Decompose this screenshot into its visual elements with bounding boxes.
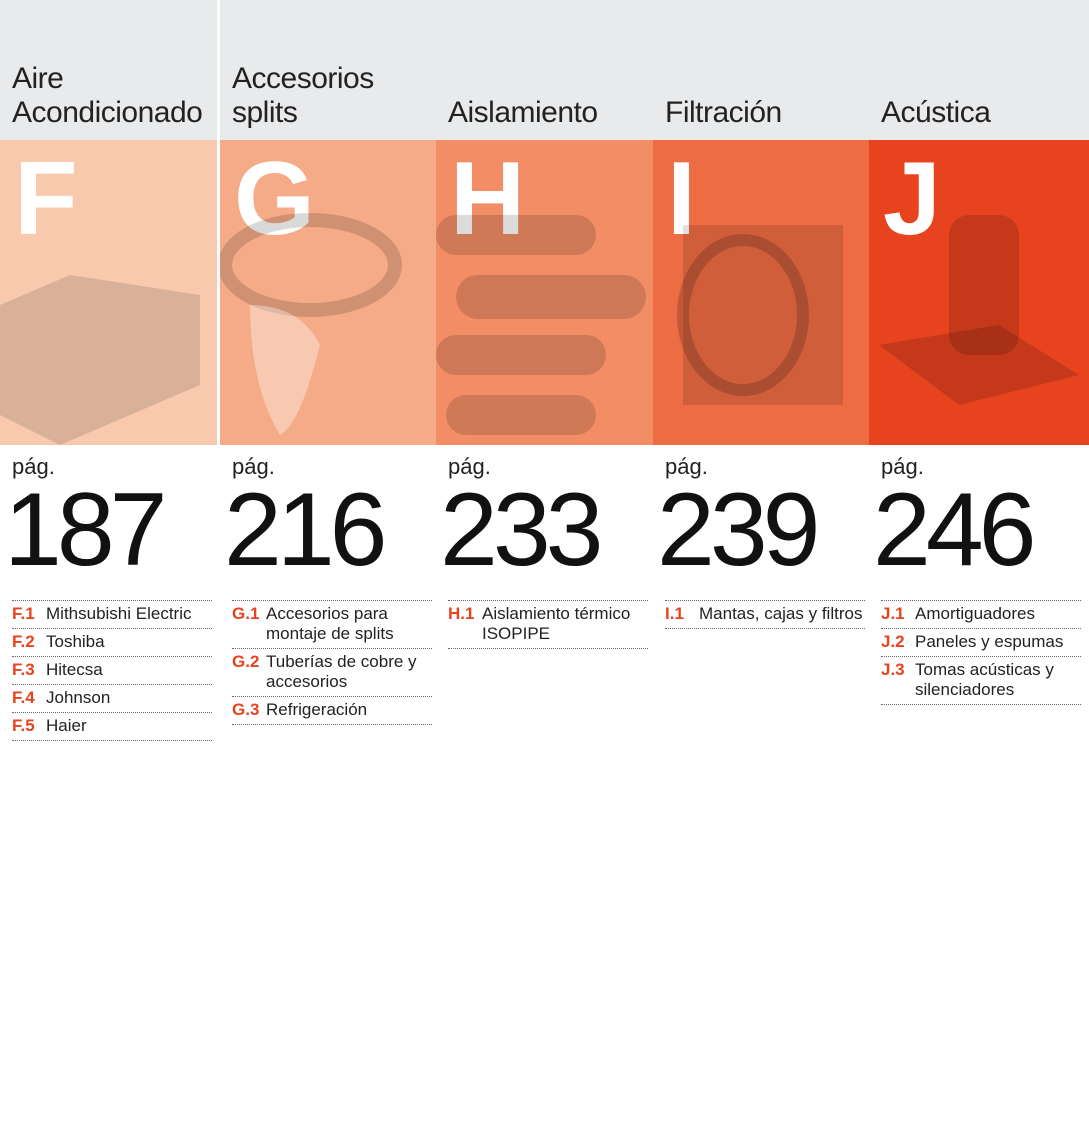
- subsection-text: Amortiguadores: [915, 604, 1035, 624]
- category-panel: J: [869, 140, 1089, 445]
- subsection-code: I.1: [665, 604, 695, 624]
- subsection-text: Accesorios para montaje de splits: [266, 604, 432, 644]
- page-number: 246: [873, 470, 1032, 590]
- subsection-text: Paneles y espumas: [915, 632, 1063, 652]
- subsection-code: F.3: [12, 660, 42, 680]
- product-image: [653, 185, 870, 445]
- page: Aire AcondicionadoFpág.187F.1Mithsubishi…: [0, 0, 1089, 1137]
- subsection-code: H.1: [448, 604, 478, 644]
- header-band: Accesorios splits: [220, 0, 437, 140]
- category-panel: G: [220, 140, 437, 445]
- page-number: 239: [657, 470, 816, 590]
- category-panel: I: [653, 140, 870, 445]
- category-panel: F: [0, 140, 217, 445]
- subsection-code: G.2: [232, 652, 262, 692]
- subsection-code: J.1: [881, 604, 911, 624]
- subsection-code: G.3: [232, 700, 262, 720]
- subsection-code: G.1: [232, 604, 262, 644]
- page-number: 216: [224, 470, 383, 590]
- subsection-code: F.5: [12, 716, 42, 736]
- header-band: Aire Acondicionado: [0, 0, 217, 140]
- product-image: [0, 185, 217, 445]
- page-number: 233: [440, 470, 599, 590]
- subsection-text: Toshiba: [46, 632, 105, 652]
- category-title: Accesorios splits: [232, 62, 374, 130]
- subsection-text: Johnson: [46, 688, 110, 708]
- header-band: Aislamiento: [436, 0, 653, 140]
- subsection-text: Haier: [46, 716, 87, 736]
- product-image: [869, 185, 1086, 445]
- category-title: Filtración: [665, 96, 782, 130]
- subsection-text: Hitecsa: [46, 660, 103, 680]
- category-title: Aire Acondicionado: [12, 62, 202, 130]
- subsection-code: F.2: [12, 632, 42, 652]
- subsection-code: F.1: [12, 604, 42, 624]
- category-panel: H: [436, 140, 653, 445]
- subsection-code: F.4: [12, 688, 42, 708]
- subsection-code: J.3: [881, 660, 911, 700]
- subsection-text: Refrigeración: [266, 700, 367, 720]
- subsection-code: J.2: [881, 632, 911, 652]
- product-image: [436, 185, 653, 445]
- product-image: [220, 185, 437, 445]
- page-number: 187: [4, 470, 163, 590]
- header-band: Acústica: [869, 0, 1089, 140]
- subsection-text: Tomas acústicas y silenciadores: [915, 660, 1081, 700]
- category-title: Acústica: [881, 96, 990, 130]
- header-band: Filtración: [653, 0, 870, 140]
- subsection-text: Aislamiento térmico ISOPIPE: [482, 604, 648, 644]
- subsection-text: Tuberías de cobre y accesorios: [266, 652, 432, 692]
- subsection-text: Mithsubishi Electric: [46, 604, 192, 624]
- category-title: Aislamiento: [448, 96, 598, 130]
- subsection-text: Mantas, cajas y filtros: [699, 604, 862, 624]
